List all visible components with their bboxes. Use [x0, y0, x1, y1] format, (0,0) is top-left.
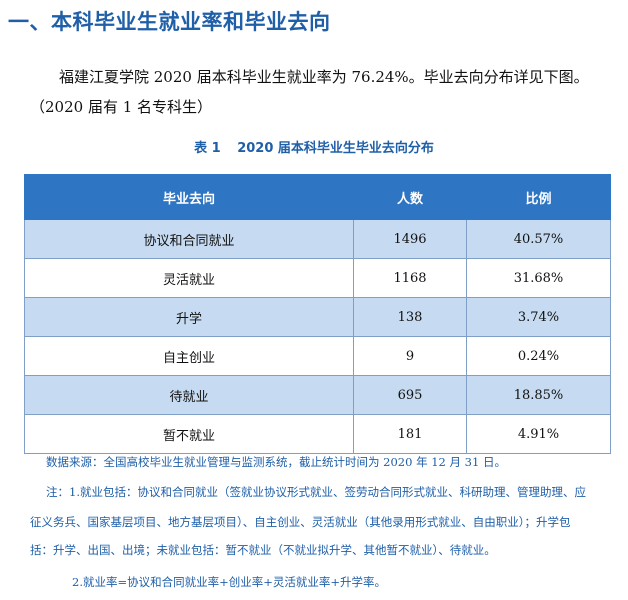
table-caption-title: 2020 届本科毕业生毕业去向分布 — [237, 141, 434, 156]
cell-destination: 升学 — [24, 297, 354, 337]
cell-count: 9 — [353, 336, 467, 376]
cell-destination: 灵活就业 — [24, 258, 354, 298]
cell-count: 181 — [353, 414, 467, 454]
cell-ratio: 31.68% — [466, 258, 611, 298]
cell-destination: 自主创业 — [24, 336, 354, 376]
cell-ratio: 40.57% — [466, 219, 611, 259]
cell-ratio: 18.85% — [466, 375, 611, 415]
cell-count: 1168 — [353, 258, 467, 298]
cell-destination: 暂不就业 — [24, 414, 354, 454]
table-row: 暂不就业 181 4.91% — [24, 414, 611, 454]
footnote-1-line-3: 括：升学、出国、出境；未就业包括：暂不就业（不就业拟升学、其他暂不就业）、待就业… — [30, 543, 496, 557]
column-header-destination: 毕业去向 — [24, 174, 354, 220]
table-row: 灵活就业 1168 31.68% — [24, 258, 611, 298]
cell-destination: 协议和合同就业 — [24, 219, 354, 259]
footnote-1-line-2: 征义务兵、国家基层项目、地方基层项目）、自主创业、灵活就业（其他录用形式就业、自… — [30, 515, 571, 529]
table-caption-label: 表 1 — [194, 141, 221, 156]
footnote-1-line-1: 注：1.就业包括：协议和合同就业（签就业协议形式就业、签劳动合同形式就业、科研助… — [46, 485, 586, 499]
data-source-note: 数据来源：全国高校毕业生就业管理与监测系统，截止统计时间为 2020 年 12 … — [46, 455, 506, 469]
intro-paragraph: 福建江夏学院 2020 届本科毕业生就业率为 76.24%。毕业去向分布详见下图… — [59, 68, 589, 86]
cell-count: 1496 — [353, 219, 467, 259]
table-row: 待就业 695 18.85% — [24, 375, 611, 415]
table-row: 自主创业 9 0.24% — [24, 336, 611, 376]
cell-count: 695 — [353, 375, 467, 415]
table-header-row: 毕业去向 人数 比例 — [24, 174, 611, 220]
destination-table: 毕业去向 人数 比例 协议和合同就业 1496 40.57% 灵活就业 1168… — [24, 174, 611, 454]
column-header-ratio: 比例 — [466, 174, 611, 220]
cell-destination: 待就业 — [24, 375, 354, 415]
cell-ratio: 4.91% — [466, 414, 611, 454]
intro-note: （2020 届有 1 名专科生） — [30, 98, 213, 116]
table-row: 升学 138 3.74% — [24, 297, 611, 337]
section-heading: 一、本科毕业生就业率和毕业去向 — [8, 10, 331, 34]
cell-count: 138 — [353, 297, 467, 337]
cell-ratio: 0.24% — [466, 336, 611, 376]
table-row: 协议和合同就业 1496 40.57% — [24, 219, 611, 259]
table-caption: 表 1 2020 届本科毕业生毕业去向分布 — [0, 137, 628, 156]
footnote-2: 2.就业率=协议和合同就业率+创业率+灵活就业率+升学率。 — [72, 575, 387, 589]
column-header-count: 人数 — [353, 174, 467, 220]
cell-ratio: 3.74% — [466, 297, 611, 337]
